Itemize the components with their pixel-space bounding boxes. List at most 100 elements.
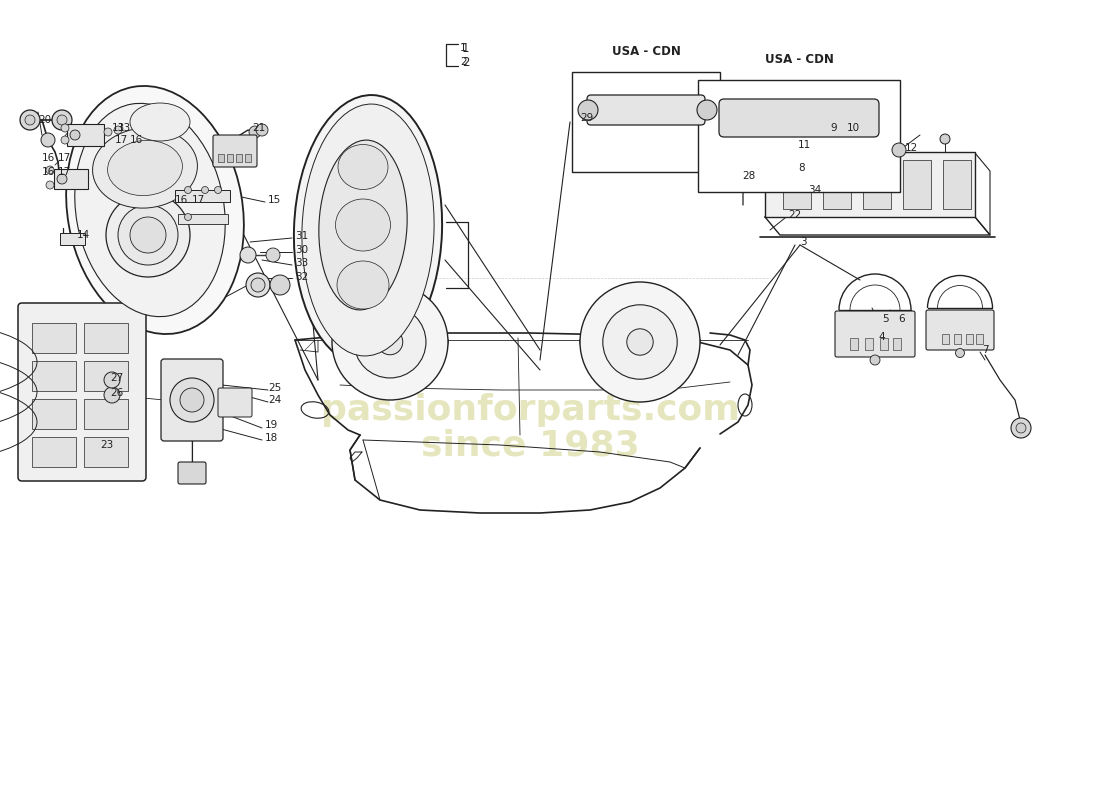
Text: 34: 34	[808, 185, 822, 195]
Bar	[178, 214, 228, 224]
Circle shape	[956, 349, 965, 358]
Ellipse shape	[301, 104, 434, 356]
Text: 26: 26	[110, 388, 123, 398]
Ellipse shape	[75, 103, 226, 317]
Text: 10: 10	[847, 123, 860, 133]
Text: 1: 1	[462, 42, 470, 54]
Circle shape	[246, 273, 270, 297]
Bar	[227, 154, 233, 162]
Text: 8: 8	[798, 163, 804, 173]
Text: 25: 25	[268, 383, 282, 393]
Text: 29: 29	[580, 113, 593, 123]
Circle shape	[57, 174, 67, 184]
Bar	[245, 154, 251, 162]
Bar	[84, 399, 128, 429]
Ellipse shape	[130, 103, 190, 141]
Circle shape	[1011, 418, 1031, 438]
Text: 17: 17	[58, 153, 72, 163]
Bar	[32, 323, 76, 353]
Text: 19: 19	[265, 420, 278, 430]
Text: passionforparts.com: passionforparts.com	[320, 393, 739, 427]
Circle shape	[46, 181, 54, 189]
Text: 12: 12	[905, 143, 918, 153]
Circle shape	[52, 110, 72, 130]
Bar	[32, 361, 76, 391]
Circle shape	[130, 217, 166, 253]
Ellipse shape	[337, 261, 389, 309]
Text: 13: 13	[118, 123, 131, 133]
Bar	[943, 160, 971, 209]
Circle shape	[627, 329, 653, 355]
FancyBboxPatch shape	[926, 310, 994, 350]
Text: 31: 31	[295, 231, 308, 241]
Circle shape	[1016, 423, 1026, 433]
Text: 17: 17	[116, 135, 129, 145]
Circle shape	[377, 330, 403, 354]
Text: 7: 7	[982, 345, 989, 355]
Circle shape	[104, 387, 120, 403]
FancyBboxPatch shape	[719, 99, 879, 137]
Bar	[764, 152, 975, 217]
Text: 17: 17	[58, 167, 72, 177]
Circle shape	[332, 284, 448, 400]
Circle shape	[118, 205, 178, 265]
Text: USA - CDN: USA - CDN	[764, 53, 834, 66]
Circle shape	[201, 186, 209, 194]
Circle shape	[185, 214, 191, 221]
Ellipse shape	[336, 199, 390, 251]
FancyBboxPatch shape	[178, 462, 206, 484]
Circle shape	[170, 378, 214, 422]
Circle shape	[25, 115, 35, 125]
Bar	[84, 361, 128, 391]
Circle shape	[70, 130, 80, 140]
Text: 4: 4	[878, 332, 884, 342]
FancyBboxPatch shape	[213, 135, 257, 167]
Bar	[954, 334, 961, 344]
FancyBboxPatch shape	[18, 303, 146, 481]
Text: 16: 16	[42, 153, 55, 163]
Text: 2: 2	[460, 57, 466, 67]
FancyBboxPatch shape	[54, 169, 88, 189]
Bar	[218, 154, 224, 162]
Circle shape	[104, 128, 112, 136]
Bar	[572, 72, 720, 172]
Circle shape	[270, 275, 290, 295]
Circle shape	[256, 124, 268, 136]
Circle shape	[580, 282, 700, 402]
Ellipse shape	[92, 128, 197, 208]
Text: 16: 16	[130, 135, 143, 145]
Bar	[942, 334, 949, 344]
Text: USA - CDN: USA - CDN	[612, 45, 681, 58]
Circle shape	[106, 193, 190, 277]
Bar	[893, 338, 901, 350]
Text: 17: 17	[192, 195, 206, 205]
Text: since 1983: since 1983	[420, 428, 639, 462]
Circle shape	[697, 100, 717, 120]
Ellipse shape	[66, 86, 244, 334]
Bar	[60, 233, 85, 245]
Bar	[823, 160, 851, 209]
Circle shape	[835, 134, 845, 144]
Text: 27: 27	[110, 373, 123, 383]
Circle shape	[20, 110, 40, 130]
Bar	[976, 334, 983, 344]
Bar	[84, 323, 128, 353]
Bar	[84, 437, 128, 467]
FancyBboxPatch shape	[161, 359, 223, 441]
Text: 33: 33	[295, 258, 308, 268]
Circle shape	[104, 372, 120, 388]
Text: 23: 23	[100, 440, 113, 450]
Text: 30: 30	[295, 245, 308, 255]
Text: 16: 16	[42, 167, 55, 177]
Bar	[850, 338, 858, 350]
Circle shape	[249, 126, 261, 138]
Circle shape	[251, 278, 265, 292]
Circle shape	[266, 248, 280, 262]
Text: 5: 5	[882, 314, 889, 324]
Text: 13: 13	[112, 123, 125, 133]
Circle shape	[180, 388, 204, 412]
Text: 14: 14	[77, 230, 90, 240]
Text: 28: 28	[742, 171, 756, 181]
Circle shape	[114, 126, 122, 134]
Bar	[698, 80, 900, 192]
